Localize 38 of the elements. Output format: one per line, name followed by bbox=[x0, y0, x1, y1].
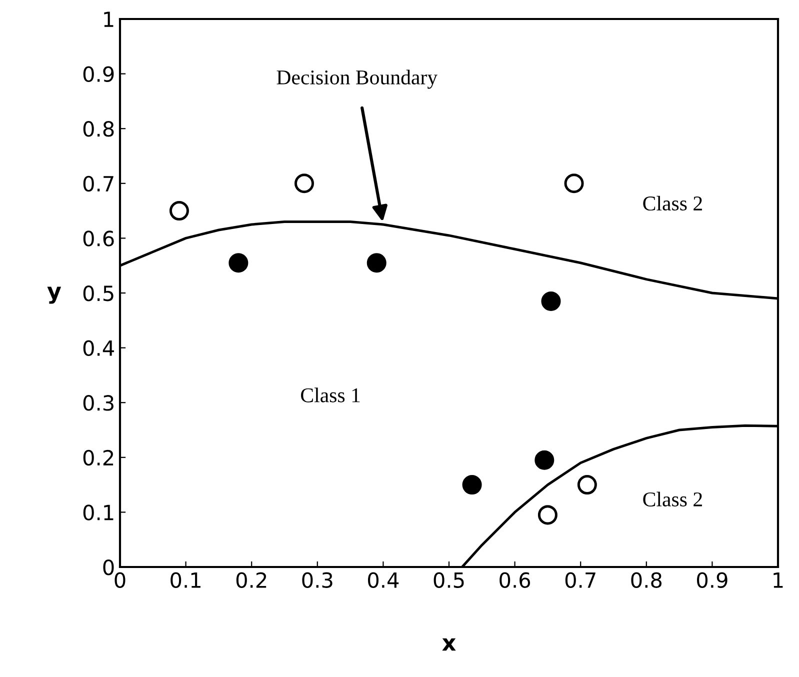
annotation: Class 1 bbox=[301, 388, 360, 402]
x-tick-label: 0.8 bbox=[631, 572, 662, 588]
y-tick-label: 0.5 bbox=[83, 285, 114, 302]
y-tick-label: 0.4 bbox=[83, 340, 114, 356]
point bbox=[294, 174, 314, 194]
x-tick-label: 0.3 bbox=[302, 572, 332, 588]
y-tick-label: 0.2 bbox=[83, 450, 114, 466]
y-tick-label: 0.8 bbox=[83, 121, 114, 137]
point bbox=[462, 475, 482, 495]
annotation: Decision Boundary bbox=[276, 70, 438, 89]
y-tick-label: 1 bbox=[104, 12, 114, 27]
x-axis-title: x bbox=[442, 638, 456, 651]
point bbox=[366, 253, 386, 273]
x-tick-label: 0.9 bbox=[697, 572, 728, 588]
annotation: Class 2 bbox=[643, 196, 702, 211]
point bbox=[577, 475, 597, 495]
x-tick-label: 0.4 bbox=[368, 572, 399, 588]
x-tick-label: 1 bbox=[774, 572, 783, 588]
y-tick-label: 0.1 bbox=[83, 504, 114, 520]
point bbox=[541, 291, 561, 311]
x-tick-label: 0.7 bbox=[565, 572, 596, 588]
point bbox=[538, 505, 558, 525]
x-tick-label: 0 bbox=[114, 572, 126, 588]
y-tick-label: 0.6 bbox=[83, 230, 114, 246]
point bbox=[564, 174, 584, 194]
y-tick-label: 0.7 bbox=[83, 176, 114, 192]
y-tick-label: 0.9 bbox=[83, 66, 114, 82]
x-tick-label: 0.6 bbox=[500, 572, 530, 588]
x-tick-label: 0.5 bbox=[434, 572, 464, 588]
point bbox=[534, 450, 554, 470]
point bbox=[169, 201, 189, 221]
y-tick-label: 0 bbox=[103, 559, 114, 576]
x-tick-label: 0.2 bbox=[236, 572, 266, 588]
x-tick-label: 0.1 bbox=[170, 572, 200, 588]
point bbox=[228, 253, 248, 273]
y-tick-label: 0.3 bbox=[83, 395, 114, 411]
y-axis-title: y bbox=[47, 286, 62, 304]
annotation: Class 2 bbox=[643, 492, 702, 506]
